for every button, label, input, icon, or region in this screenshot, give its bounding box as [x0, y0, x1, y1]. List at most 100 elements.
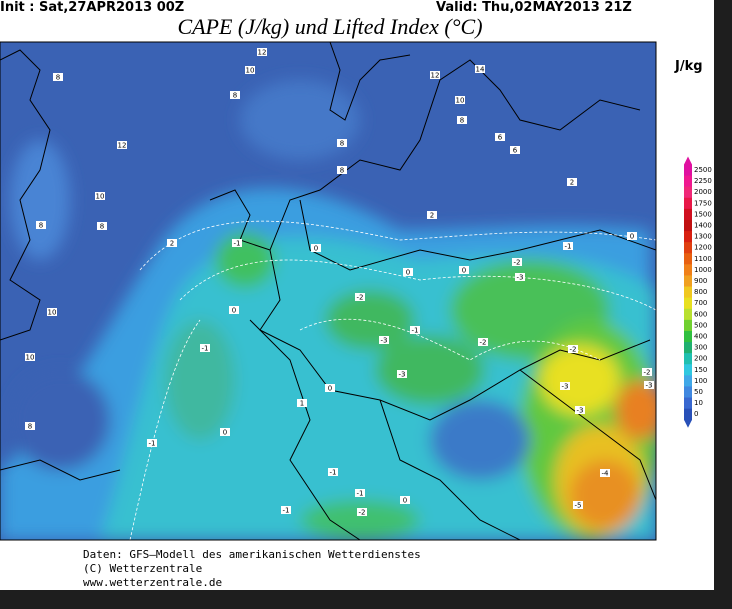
label-box [568, 345, 578, 353]
lifted-index-label: 0 [462, 267, 466, 275]
colorbar-label: 300 [694, 344, 707, 352]
lifted-index-label: 8 [100, 223, 104, 231]
colorbar-cap [684, 156, 692, 165]
colorbar-label: 2000 [694, 188, 712, 196]
lifted-index-label: -1 [234, 240, 241, 248]
lifted-index-label: 8 [233, 92, 237, 100]
label-box [642, 368, 652, 376]
colorbar-cap [684, 419, 692, 428]
lifted-index-label: 8 [39, 222, 43, 230]
colorbar-swatch [684, 164, 692, 177]
lifted-index-label: 8 [340, 167, 344, 175]
lifted-index-label: -1 [149, 440, 156, 448]
label-box [167, 239, 177, 247]
label-box [563, 242, 573, 250]
lifted-index-label: -1 [283, 507, 290, 515]
lifted-index-label: 0 [403, 497, 407, 505]
colorbar-swatch [684, 219, 692, 232]
colorbar-swatch [684, 353, 692, 365]
label-box [337, 166, 347, 174]
colorbar-swatch [684, 286, 692, 299]
lifted-index-label: -2 [514, 259, 521, 267]
label-box [575, 406, 585, 414]
lifted-index-label: -2 [570, 346, 577, 354]
label-box [567, 178, 577, 186]
colorbar-swatch [684, 319, 692, 332]
label-box [644, 381, 654, 389]
colorbar-label: 1100 [694, 255, 712, 263]
colorbar-swatch [684, 297, 692, 310]
label-box [379, 336, 389, 344]
label-box [600, 469, 610, 477]
label-box [457, 116, 467, 124]
colorbar-swatch [684, 186, 692, 199]
colorbar-label: 200 [694, 355, 707, 363]
label-box [230, 91, 240, 99]
footer-line: (C) Wetterzentrale [83, 562, 202, 575]
label-box [36, 221, 46, 229]
colorbar-label: 1400 [694, 222, 712, 230]
colorbar-swatch [684, 330, 692, 343]
lifted-index-label: 8 [460, 117, 464, 125]
label-box [573, 501, 583, 509]
lifted-index-label: 8 [28, 423, 32, 431]
lifted-index-label: 0 [406, 269, 410, 277]
label-box [475, 65, 485, 73]
lifted-index-label: 0 [232, 307, 236, 315]
label-box [478, 338, 488, 346]
label-box [117, 141, 127, 149]
colorbar-label: 1750 [694, 199, 712, 207]
lifted-index-label: -1 [202, 345, 209, 353]
colorbar-label: 150 [694, 366, 707, 374]
colorbar-swatch [684, 242, 692, 254]
label-box [515, 273, 525, 281]
lifted-index-label: 10 [456, 97, 465, 105]
colorbar-swatch [684, 231, 692, 243]
label-box [147, 439, 157, 447]
colorbar-label: 400 [694, 333, 707, 341]
lifted-index-label: 0 [223, 429, 227, 437]
lifted-index-label: -2 [357, 294, 364, 302]
footer-line: Daten: GFS–Modell des amerikanischen Wet… [83, 548, 421, 561]
label-box [257, 48, 267, 56]
lifted-index-label: -3 [381, 337, 388, 345]
lifted-index-label: -3 [646, 382, 653, 390]
lifted-index-label: 10 [48, 309, 57, 317]
label-box [25, 422, 35, 430]
lifted-index-label: -2 [359, 509, 366, 517]
label-box [403, 268, 413, 276]
label-box [220, 428, 230, 436]
lifted-index-label: 10 [96, 193, 105, 201]
lifted-index-label: 8 [56, 74, 60, 82]
colorbar-swatch [684, 197, 692, 210]
lifted-index-label: -1 [330, 469, 337, 477]
lifted-index-label: 0 [328, 385, 332, 393]
colorbar-swatch [684, 308, 692, 321]
label-box [337, 139, 347, 147]
label-box [400, 496, 410, 504]
colorbar-swatch [684, 342, 692, 354]
label-box [459, 266, 469, 274]
map-title: CAPE (J/kg) und Lifted Index (°C) [177, 14, 482, 39]
label-box [355, 293, 365, 301]
label-box [510, 146, 520, 154]
colorbar-label: 800 [694, 288, 707, 296]
lifted-index-label: 2 [430, 212, 434, 220]
lifted-index-label: -3 [562, 383, 569, 391]
label-box [328, 468, 338, 476]
colorbar-label: 500 [694, 321, 707, 329]
lifted-index-contours [129, 220, 656, 540]
lifted-index-label: 1 [300, 400, 304, 408]
label-box [25, 353, 35, 361]
colorbar-label: 600 [694, 310, 707, 318]
map-frame [0, 41, 657, 541]
label-box [95, 192, 105, 200]
label-box [355, 489, 365, 497]
label-box [53, 73, 63, 81]
colorbar-swatch [684, 264, 692, 276]
colorbar-label: 1200 [694, 244, 712, 252]
lifted-index-label: 8 [340, 140, 344, 148]
